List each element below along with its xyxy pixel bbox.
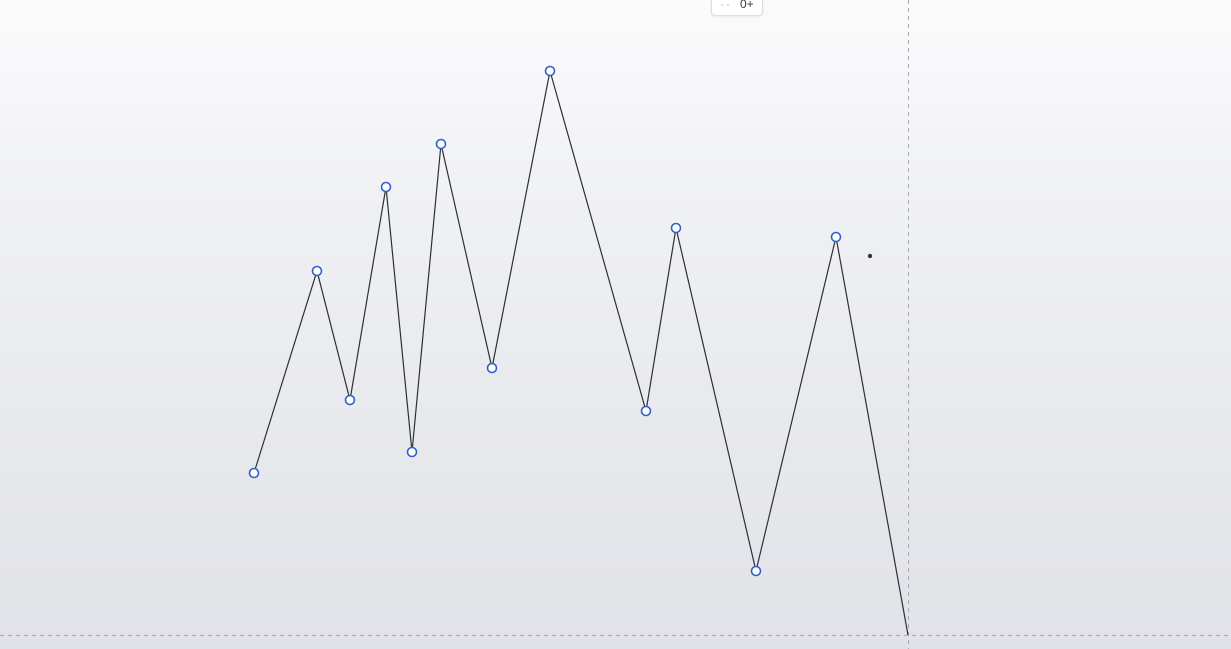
tooltip-value: 0+ (740, 0, 754, 11)
data-point[interactable] (830, 231, 842, 243)
data-point[interactable] (344, 394, 356, 406)
drag-dots-icon: ·· (720, 0, 732, 11)
cursor-dot (867, 253, 873, 259)
data-point[interactable] (640, 405, 652, 417)
series-line (253, 70, 909, 636)
data-point[interactable] (435, 138, 447, 150)
data-point[interactable] (406, 446, 418, 458)
data-point[interactable] (544, 65, 556, 77)
data-point[interactable] (486, 362, 498, 374)
data-point[interactable] (670, 222, 682, 234)
value-tooltip: ·· 0+ (711, 0, 763, 16)
data-point[interactable] (380, 181, 392, 193)
data-point[interactable] (311, 265, 323, 277)
data-points (248, 65, 842, 577)
data-point[interactable] (248, 467, 260, 479)
data-point[interactable] (750, 565, 762, 577)
